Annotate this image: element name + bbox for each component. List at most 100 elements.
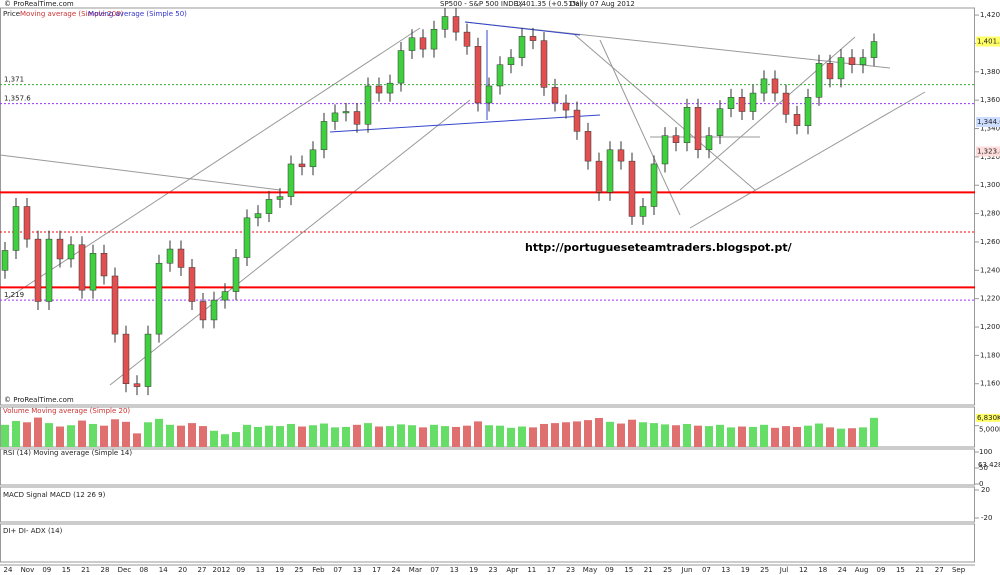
candle-body bbox=[287, 163, 295, 197]
volume-bar bbox=[650, 423, 658, 447]
x-tick-label: Feb bbox=[312, 566, 325, 574]
volume-bar bbox=[342, 426, 350, 447]
y-tick-label: 1,300 bbox=[980, 181, 1000, 189]
candle-body bbox=[771, 78, 779, 94]
x-tick-label: 12 bbox=[799, 566, 808, 574]
candle-body bbox=[650, 163, 658, 207]
macd-panel bbox=[0, 486, 975, 523]
volume-bar bbox=[595, 417, 603, 447]
candle-body bbox=[639, 206, 647, 217]
x-tick-label: 23 bbox=[566, 566, 575, 574]
candle-body bbox=[716, 108, 724, 136]
candle-body bbox=[155, 262, 163, 335]
volume-bar bbox=[782, 426, 790, 447]
candle-body bbox=[738, 97, 746, 112]
rsi-panel bbox=[0, 448, 975, 486]
price-panel bbox=[0, 7, 975, 406]
level-label: 1,219 bbox=[4, 291, 24, 299]
candle-body bbox=[408, 37, 416, 51]
volume-bar bbox=[804, 425, 812, 447]
candle-body bbox=[353, 111, 361, 125]
adx-panel bbox=[0, 523, 975, 563]
candle-body bbox=[331, 112, 339, 122]
x-tick-label: 23 bbox=[489, 566, 498, 574]
candle-body bbox=[298, 163, 306, 168]
x-tick-label: 11 bbox=[527, 566, 536, 574]
x-tick-label: Nov bbox=[21, 566, 35, 574]
candle-body bbox=[89, 253, 97, 291]
x-tick-label: 09 bbox=[42, 566, 51, 574]
x-tick-label: Aug bbox=[855, 566, 869, 574]
candle-body bbox=[100, 253, 108, 277]
candle-body bbox=[837, 57, 845, 80]
x-tick-label: 17 bbox=[547, 566, 556, 574]
candle-body bbox=[562, 102, 570, 111]
candle-body bbox=[672, 135, 680, 143]
candle-body bbox=[320, 121, 328, 151]
candle-body bbox=[276, 196, 284, 200]
panel-label: Volume Moving average (Simple 20) bbox=[3, 407, 130, 415]
x-tick-label: May bbox=[583, 566, 597, 574]
volume-bar bbox=[507, 427, 515, 447]
volume-bar bbox=[100, 425, 108, 447]
candle-body bbox=[859, 57, 867, 65]
volume-bar bbox=[276, 426, 284, 447]
candle-body bbox=[870, 41, 878, 58]
candle-body bbox=[177, 248, 185, 268]
candle-body bbox=[595, 160, 603, 193]
x-tick-label: Sep bbox=[952, 566, 966, 574]
x-tick-label: 19 bbox=[741, 566, 750, 574]
x-tick-label: 24 bbox=[392, 566, 401, 574]
y-tick-label: 0 bbox=[979, 480, 983, 488]
y-tick-label: 1,340 bbox=[980, 125, 1000, 133]
candle-body bbox=[617, 149, 625, 162]
volume-bar bbox=[738, 426, 746, 447]
volume-bar bbox=[133, 433, 141, 447]
volume-bar bbox=[23, 422, 31, 447]
candle-body bbox=[45, 238, 53, 302]
x-tick-label: 08 bbox=[139, 566, 148, 574]
volume-bar bbox=[34, 417, 42, 447]
volume-bar bbox=[364, 423, 372, 447]
volume-bar bbox=[122, 421, 130, 447]
candle-body bbox=[430, 29, 438, 50]
y-tick-label: 1,240 bbox=[980, 266, 1000, 274]
candle-body bbox=[375, 85, 383, 94]
x-tick-label: 15 bbox=[896, 566, 905, 574]
volume-bar bbox=[518, 426, 526, 447]
candle-body bbox=[848, 57, 856, 65]
candle-body bbox=[694, 107, 702, 151]
x-tick-label: 19 bbox=[469, 566, 478, 574]
volume-bar bbox=[870, 417, 878, 447]
y-tick-label: 1,320 bbox=[980, 153, 1000, 161]
volume-bar bbox=[485, 425, 493, 447]
candle-body bbox=[243, 217, 251, 258]
x-tick-label: 24 bbox=[838, 566, 847, 574]
panel-label: DI+ DI- ADX (14) bbox=[3, 527, 63, 535]
candle-body bbox=[386, 82, 394, 94]
candle-body bbox=[254, 213, 262, 219]
panel-label: Price bbox=[3, 10, 20, 18]
x-tick-label: 09 bbox=[605, 566, 614, 574]
x-tick-label: 13 bbox=[353, 566, 362, 574]
volume-bar bbox=[287, 423, 295, 447]
volume-bar bbox=[452, 426, 460, 447]
x-tick-label: 21 bbox=[644, 566, 653, 574]
candle-body bbox=[1, 250, 9, 271]
volume-bar bbox=[496, 425, 504, 447]
volume-bar bbox=[848, 428, 856, 447]
y-tick-label: 100 bbox=[979, 448, 992, 456]
volume-bar bbox=[111, 419, 119, 447]
volume-bar bbox=[815, 423, 823, 447]
volume-bar bbox=[661, 424, 669, 447]
volume-current-label: 6,830K bbox=[977, 414, 1000, 422]
candle-body bbox=[34, 238, 42, 302]
candle-body bbox=[705, 135, 713, 151]
volume-bar bbox=[430, 424, 438, 447]
candle-body bbox=[419, 37, 427, 50]
x-tick-label: 2012 bbox=[212, 566, 230, 574]
volume-bar bbox=[419, 427, 427, 447]
x-tick-label: 09 bbox=[877, 566, 886, 574]
watermark: http://portugueseteamtraders.blogspot.pt… bbox=[525, 241, 793, 254]
candle-body bbox=[364, 85, 372, 125]
